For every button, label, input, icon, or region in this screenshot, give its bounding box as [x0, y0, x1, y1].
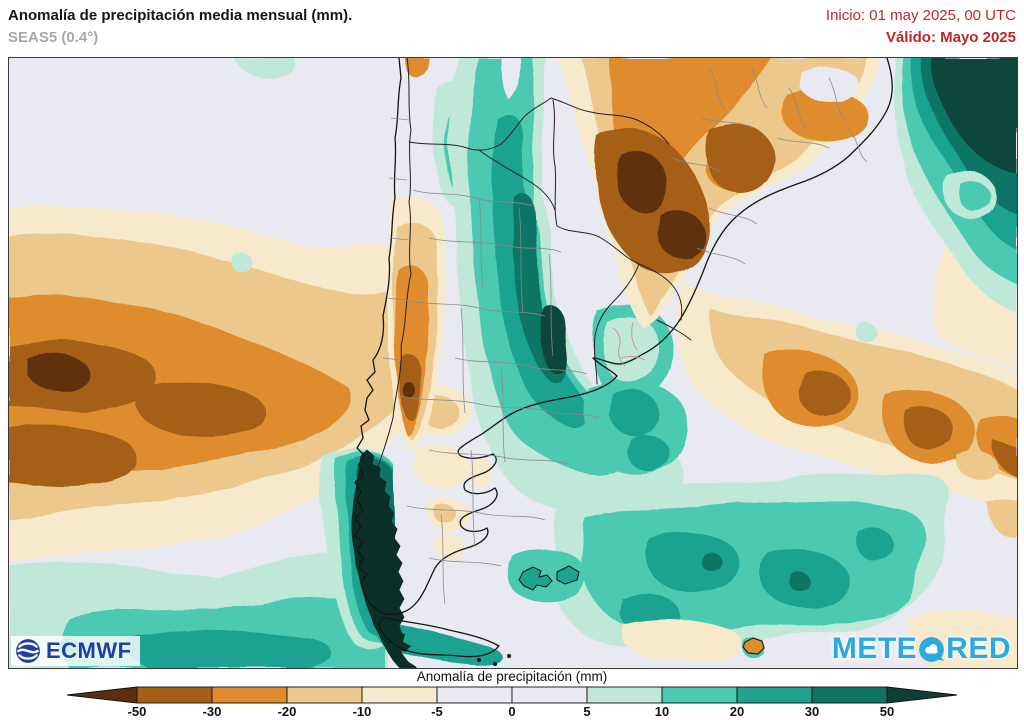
meteored-logo: METE RED: [832, 632, 1011, 666]
colorbar-tick: -5: [431, 704, 443, 719]
colorbar-segment: [511, 686, 588, 704]
colorbar-segment: [211, 686, 288, 704]
colorbar-tick: 50: [880, 704, 894, 719]
colorbar-tick: -10: [353, 704, 372, 719]
anomaly-map: ECMWF METE RED: [8, 57, 1018, 669]
province-borders: [382, 65, 868, 605]
colorbar-tick: 10: [655, 704, 669, 719]
colorbar-arrow-right: [886, 686, 958, 704]
colorbar-tick: -20: [278, 704, 297, 719]
colorbar-segment: [661, 686, 738, 704]
init-date-label: Inicio: 01 may 2025, 00 UTC: [825, 7, 1016, 24]
meteored-logo-text-right: RED: [946, 632, 1011, 665]
colorbar-tick: -30: [203, 704, 222, 719]
page-title: Anomalía de precipitación media mensual …: [8, 7, 353, 24]
colorbar: -50 -30 -20 -10 -5 0 5 10 20 30 50: [62, 684, 962, 720]
colorbar-segment: [286, 686, 363, 704]
colorbar-segment: [361, 686, 438, 704]
ecmwf-globe-icon: [16, 639, 40, 663]
anomaly-map-svg: [9, 58, 1017, 668]
falkland-islands: [518, 565, 580, 591]
country-borders: [374, 58, 692, 475]
colorbar-tick: 5: [583, 704, 590, 719]
south-georgia-island: [742, 637, 765, 655]
colorbar-tick: 20: [730, 704, 744, 719]
coastline-path: [354, 58, 893, 658]
valid-date-label: Válido: Mayo 2025: [885, 29, 1016, 46]
colorbar-arrow-left: [66, 686, 138, 704]
colorbar-tick: 30: [805, 704, 819, 719]
colorbar-segment: [136, 686, 213, 704]
colorbar-segment: [436, 686, 513, 704]
model-subtitle: SEAS5 (0.4°): [8, 29, 99, 46]
colorbar-segment: [736, 686, 813, 704]
colorbar-tick: -50: [128, 704, 147, 719]
colorbar-tick: 0: [508, 704, 515, 719]
colorbar-segment: [811, 686, 888, 704]
legend-title: Anomalía de precipitación (mm): [416, 669, 608, 684]
colorbar-segment: [586, 686, 663, 704]
meteored-cloud-icon: [919, 636, 945, 662]
meteored-logo-text-left: METE: [831, 632, 918, 665]
ecmwf-logo: ECMWF: [11, 636, 140, 666]
river-lines: [612, 321, 646, 367]
colorbar-svg: -50 -30 -20 -10 -5 0 5 10 20 30 50: [66, 686, 958, 719]
ecmwf-logo-text: ECMWF: [46, 638, 132, 663]
